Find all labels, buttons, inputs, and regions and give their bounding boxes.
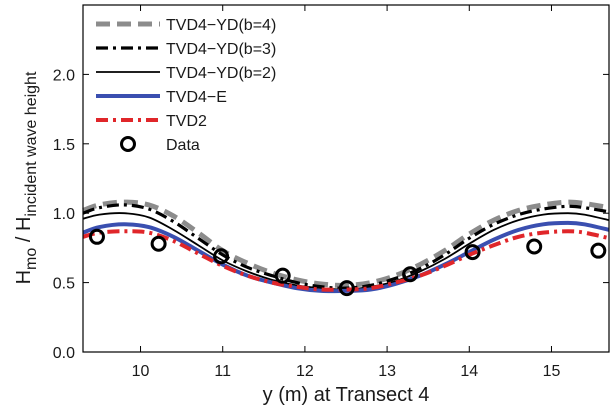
- y-axis-title-sub1: mo: [23, 248, 40, 270]
- legend: TVD4−YD(b=4) TVD4−YD(b=3) TVD4−YD(b=2) TVD4…: [96, 17, 276, 154]
- plot-area: [83, 5, 609, 352]
- legend-label-1: TVD4−YD(b=4): [166, 17, 276, 34]
- series-line-4: [82, 220, 610, 294]
- data-point: [274, 267, 291, 284]
- data-point: [213, 248, 230, 265]
- x-tick-label: 14: [460, 363, 478, 380]
- data-point: [338, 280, 355, 297]
- y-tick-label: 1.5: [53, 137, 75, 154]
- data-point: [402, 266, 419, 283]
- data-point: [590, 242, 607, 259]
- series-line-1: [82, 199, 610, 288]
- data-point: [88, 228, 105, 245]
- x-tick-label: 13: [378, 363, 396, 380]
- series-layer: [82, 199, 610, 294]
- data-point: [464, 244, 481, 261]
- x-tick-label: 10: [132, 363, 150, 380]
- data-point: [150, 235, 167, 252]
- plot-frame: [82, 4, 610, 353]
- x-axis-title: y (m) at Transect 4: [263, 384, 430, 406]
- y-axis-title-main: H: [13, 270, 35, 284]
- y-axis-title: Hmo / Hincident wave height: [13, 71, 40, 284]
- y-tick-label: 2.0: [53, 67, 75, 84]
- legend-marker-data: [120, 136, 136, 152]
- y-tick-label: 0.0: [53, 345, 75, 362]
- legend-label-4: TVD4−E: [166, 89, 227, 106]
- series-line-5: [82, 229, 610, 292]
- series-line-2: [82, 203, 610, 290]
- x-tick-label: 12: [296, 363, 314, 380]
- data-point: [526, 238, 543, 255]
- x-tick-label: 15: [543, 363, 561, 380]
- legend-label-3: TVD4−YD(b=2): [166, 65, 276, 82]
- ticks-layer: 10 11 12 13 14 15 0.0 0.5 1.0 1.5 2.0: [53, 5, 609, 380]
- legend-label-5: TVD2: [166, 113, 207, 130]
- y-axis-title-sub2: incident wave height: [23, 71, 40, 217]
- y-tick-label: 1.0: [53, 206, 75, 223]
- data-points-layer: [88, 228, 607, 297]
- legend-label-data: Data: [166, 137, 200, 154]
- x-tick-label: 11: [214, 363, 231, 380]
- y-tick-label: 0.5: [53, 276, 75, 293]
- y-axis-title-sep: / H: [13, 217, 35, 248]
- legend-label-2: TVD4−YD(b=3): [166, 41, 276, 58]
